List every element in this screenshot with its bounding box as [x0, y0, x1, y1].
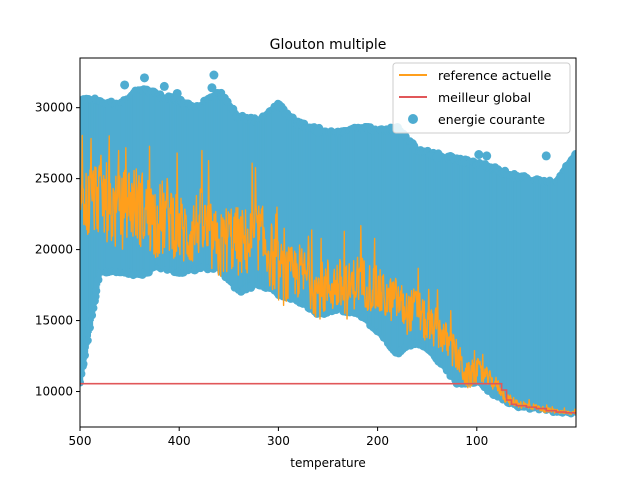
energie-outlier-point: [541, 151, 551, 161]
energie-point: [94, 275, 103, 284]
energie-point: [83, 336, 92, 345]
y-axis: 10000 15000 20000 25000 30000: [35, 101, 80, 399]
legend: reference actuelle meilleur global energ…: [392, 62, 571, 134]
x-tick-label: 300: [267, 434, 290, 448]
energie-point: [80, 351, 89, 360]
y-tick-label: 30000: [35, 101, 73, 115]
legend-energie-label: energie courante: [438, 112, 545, 127]
x-tick-label: 100: [465, 434, 488, 448]
plot-area: [80, 70, 576, 418]
energie-outlier-point: [172, 88, 182, 98]
energie-point: [88, 311, 97, 320]
energie-point: [89, 304, 98, 313]
y-tick-label: 25000: [35, 172, 73, 186]
energie-point: [80, 378, 84, 387]
energie-point: [80, 360, 88, 368]
meilleur-global-series: [80, 382, 576, 414]
energie-courante-series: [80, 70, 576, 418]
x-axis: 500 400 300 200 100: [69, 427, 488, 448]
legend-global-label: meilleur global: [438, 90, 531, 105]
energie-outlier-point: [209, 70, 219, 80]
energie-outlier-point: [139, 73, 149, 83]
legend-energie-swatch: [408, 114, 418, 124]
energie-outlier-point: [474, 150, 484, 160]
plot-frame: [79, 57, 577, 428]
reference-actuelle-line: [80, 134, 576, 416]
energie-outlier-point: [432, 152, 442, 162]
energie-outlier-point: [159, 81, 169, 91]
chart-title: Glouton multiple: [270, 37, 387, 53]
reference-actuelle-series: [80, 134, 576, 416]
energie-outlier-point: [207, 83, 217, 93]
x-axis-label: temperature: [290, 456, 365, 470]
energie-point: [85, 323, 94, 332]
y-tick-label: 20000: [35, 243, 73, 257]
y-tick-label: 15000: [35, 314, 73, 328]
x-tick-label: 400: [168, 434, 191, 448]
legend-box: [392, 62, 571, 134]
energie-outlier-point: [482, 151, 492, 161]
legend-reference-label: reference actuelle: [438, 68, 552, 83]
meilleur-global-line: [80, 382, 576, 414]
energie-outlier-point: [120, 80, 130, 90]
y-tick-label: 10000: [35, 385, 73, 399]
energie-outlier-point: [313, 127, 323, 137]
x-tick-label: 200: [366, 434, 389, 448]
x-tick-label: 500: [69, 434, 92, 448]
